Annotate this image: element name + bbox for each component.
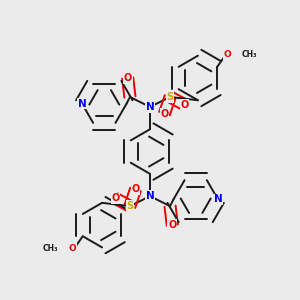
Text: O: O	[131, 184, 140, 194]
Text: O: O	[111, 194, 120, 203]
Text: O: O	[124, 73, 132, 83]
Text: S: S	[167, 92, 174, 102]
Text: O: O	[160, 109, 169, 119]
Text: S: S	[126, 201, 134, 211]
Text: CH₃: CH₃	[242, 50, 257, 59]
Text: O: O	[224, 50, 231, 59]
Text: N: N	[146, 191, 154, 201]
Text: O: O	[180, 100, 189, 110]
Text: O: O	[168, 220, 176, 230]
Text: CH₃: CH₃	[43, 244, 58, 253]
Text: O: O	[69, 244, 76, 253]
Text: N: N	[214, 194, 222, 205]
Text: N: N	[146, 102, 154, 112]
Text: N: N	[78, 99, 86, 109]
